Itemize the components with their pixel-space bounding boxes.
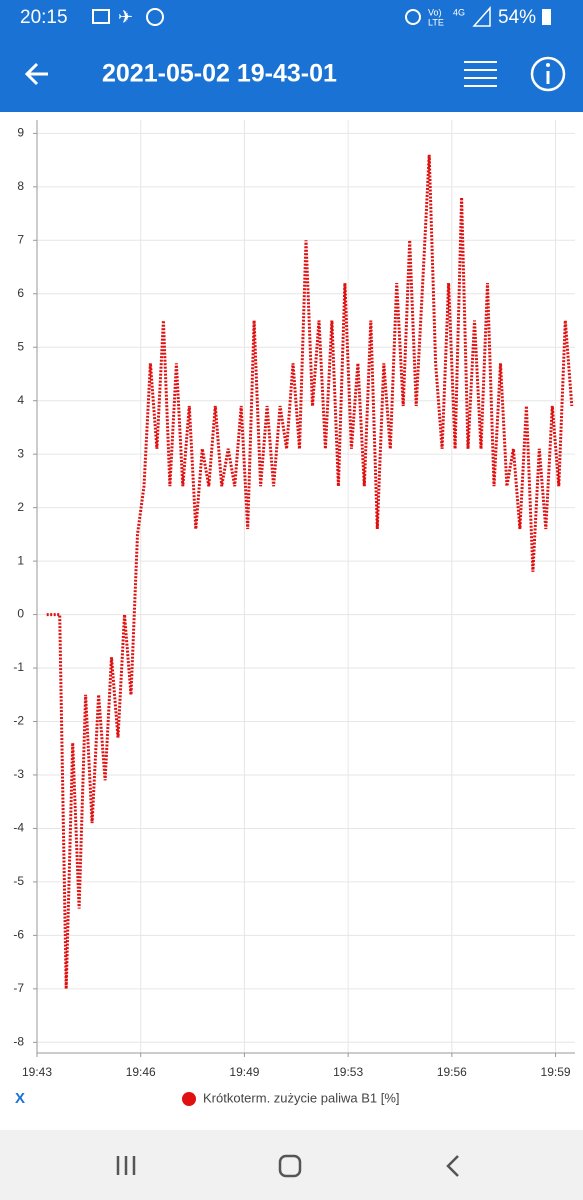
info-button[interactable] — [530, 56, 566, 92]
y-tick-label: 4 — [17, 393, 24, 407]
status-time: 20:15 — [20, 7, 68, 28]
volte-icon: Vo) — [428, 7, 442, 17]
gallery-icon — [92, 9, 110, 24]
y-tick-label: -5 — [13, 874, 24, 888]
recents-button[interactable] — [116, 1156, 136, 1175]
x-tick-label: 19:46 — [126, 1065, 156, 1079]
y-tick-label: 2 — [17, 500, 24, 514]
y-tick-label: -8 — [13, 1034, 24, 1048]
x-axis-label: X — [15, 1090, 25, 1107]
x-tick-label: 19:49 — [229, 1065, 259, 1079]
y-tick-label: -1 — [13, 660, 24, 674]
airplane-icon: ✈ — [118, 7, 133, 27]
x-tick-label: 19:56 — [437, 1065, 467, 1079]
y-tick-label: 1 — [17, 553, 24, 567]
list-button[interactable] — [464, 61, 497, 87]
legend-label: Krótkoterm. zużycie paliwa B1 [%] — [203, 1090, 400, 1105]
y-tick-label: -3 — [13, 767, 24, 781]
legend-marker — [182, 1092, 196, 1106]
y-tick-label: -6 — [13, 928, 24, 942]
y-tick-label: 5 — [17, 339, 24, 353]
network-icon: 4G — [453, 7, 465, 17]
chart: -8 -7 -6 -5 -4 -3 -2 -1 0 1 2 3 4 5 6 7 8 9 19:43 19:46 19:4… — [13, 120, 575, 1107]
alarm-icon — [405, 9, 421, 25]
data-line — [46, 154, 574, 989]
y-tick-label: 8 — [17, 179, 24, 193]
back-button[interactable] — [24, 62, 48, 86]
battery-level: 54% — [498, 7, 536, 28]
y-tick-label: 7 — [17, 232, 24, 246]
nav-bar — [0, 1130, 583, 1200]
app-title: 2021-05-02 19-43-01 — [102, 60, 337, 88]
y-tick-label: 9 — [17, 126, 24, 140]
x-tick-label: 19:43 — [22, 1065, 52, 1079]
y-tick-label: -2 — [13, 714, 24, 728]
app-header — [0, 0, 583, 112]
x-tick-label: 19:53 — [333, 1065, 363, 1079]
y-tick-label: -4 — [13, 821, 24, 835]
lte-icon: LTE — [428, 17, 444, 27]
back-nav-button[interactable] — [446, 1155, 459, 1177]
y-tick-label: -7 — [13, 981, 24, 995]
y-tick-label: 3 — [17, 446, 24, 460]
home-button[interactable] — [278, 1154, 302, 1178]
y-tick-label: 0 — [17, 607, 24, 621]
battery-icon — [542, 9, 551, 25]
y-tick-label: 6 — [17, 286, 24, 300]
signal-icon — [472, 6, 491, 27]
whatsapp-icon — [146, 8, 164, 26]
x-tick-label: 19:59 — [541, 1065, 571, 1079]
